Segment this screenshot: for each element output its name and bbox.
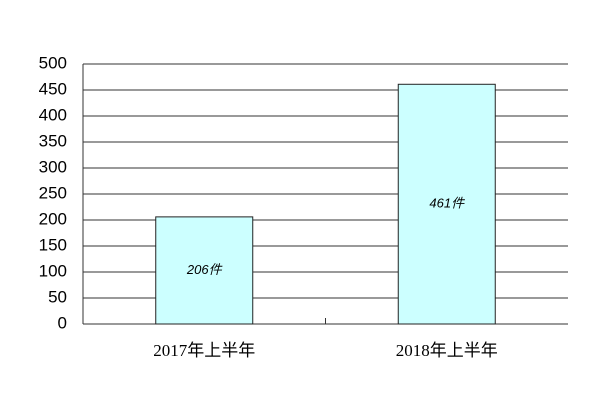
value-label: 206件	[186, 262, 223, 277]
y-tick-label: 400	[39, 105, 67, 124]
y-tick-label: 450	[39, 79, 67, 98]
y-tick-label: 500	[39, 53, 67, 72]
x-tick-label: 2017年上半年	[153, 341, 255, 360]
value-label: 461件	[429, 196, 465, 211]
y-tick-label: 300	[39, 157, 67, 176]
y-tick-label: 50	[48, 287, 67, 306]
y-tick-label: 100	[39, 261, 67, 280]
y-tick-label: 350	[39, 131, 67, 150]
y-tick-label: 150	[39, 235, 67, 254]
x-tick-label: 2018年上半年	[396, 341, 498, 360]
y-tick-label: 0	[58, 313, 67, 332]
bar	[397, 83, 496, 325]
y-tick-label: 200	[39, 209, 67, 228]
bar	[155, 216, 254, 325]
y-tick-label: 250	[39, 183, 67, 202]
